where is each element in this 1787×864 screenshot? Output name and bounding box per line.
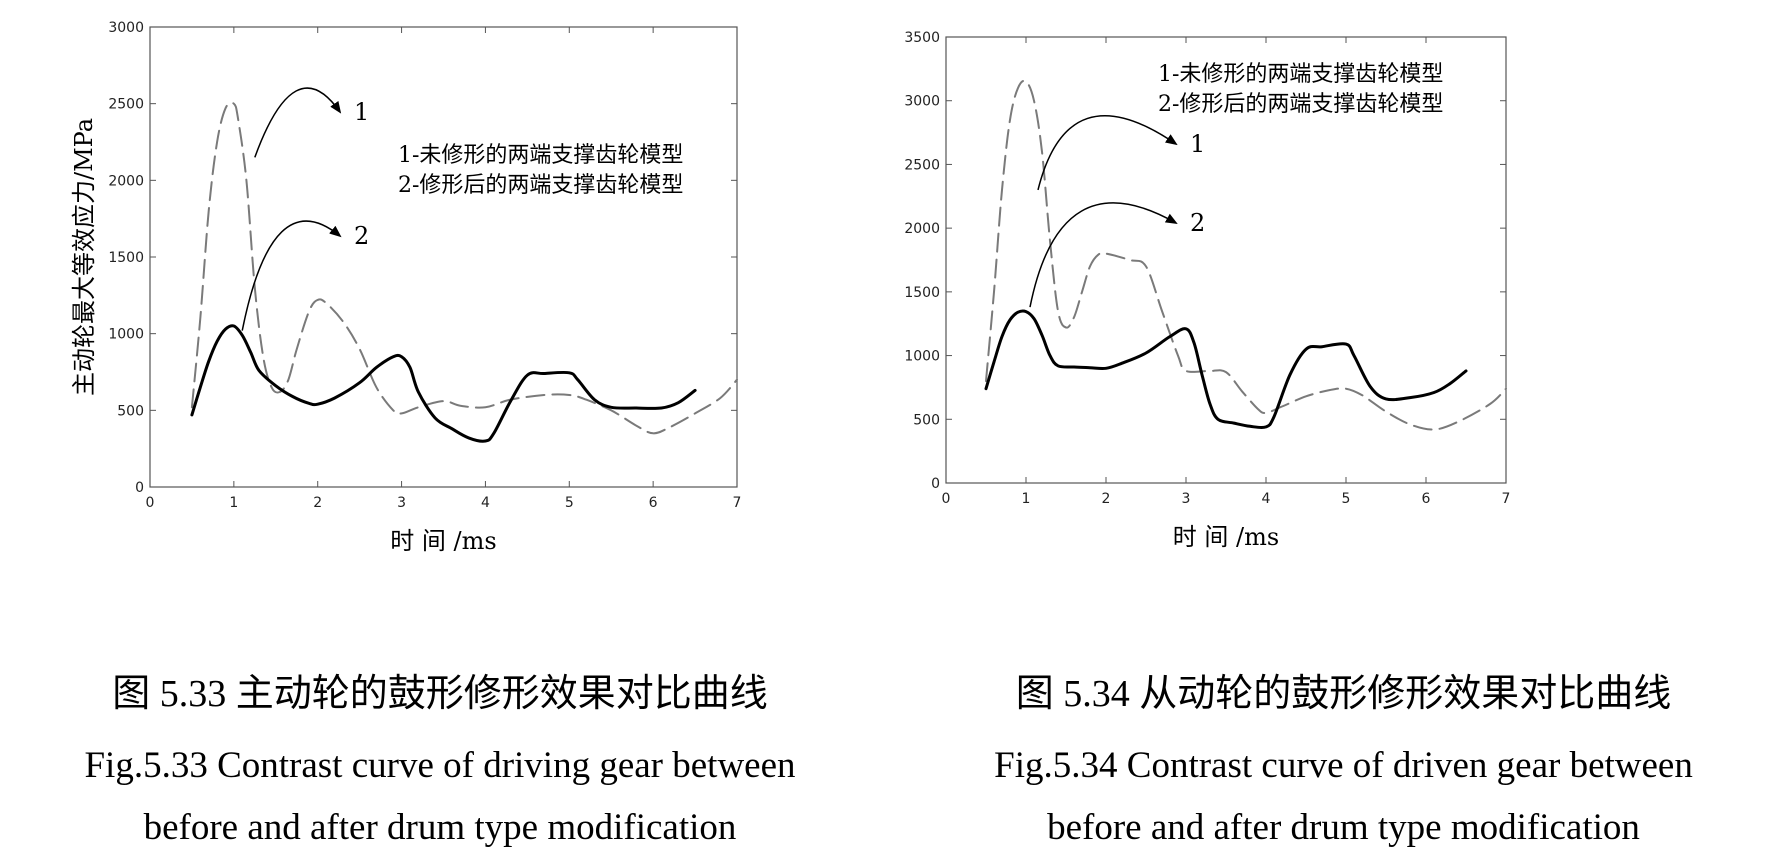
- series-line-2: [984, 309, 1468, 430]
- x-tick-label: 0: [942, 491, 951, 507]
- y-tick-label: 0: [931, 476, 940, 492]
- x-tick-label: 5: [1342, 491, 1351, 507]
- callout-label: 1: [354, 98, 369, 126]
- x-tick-label: 1: [229, 495, 238, 511]
- plot-frame: [945, 36, 1507, 484]
- y-tick-label: 500: [913, 412, 940, 428]
- x-tick-label: 2: [1102, 491, 1111, 507]
- chart-driving-gear: 0 1 2 3 4 5 6 7 0 500 1000 1500 2000 2500 3000 1-未修形的两端…: [0, 0, 880, 640]
- y-tick-label: 1500: [108, 250, 144, 266]
- callout-arrow: [241, 220, 342, 331]
- y-tick-label: 3000: [904, 94, 940, 110]
- x-tick-label: 6: [1422, 491, 1431, 507]
- callout-label: 2: [1190, 209, 1205, 237]
- chart-legend: 1-未修形的两端支撑齿轮模型 2-修形后的两端支撑齿轮模型: [1158, 62, 1443, 117]
- caption-right-en-line1: Fig.5.34 Contrast curve of driven gear b…: [994, 745, 1693, 786]
- caption-left-en-line2: before and after drum type modification: [143, 807, 737, 848]
- chart-driven-gear-svg: 0 1 2 3 4 5 6 7 0 500 1000 1500 2000 2500 3000 3500 1-未修…: [904, 30, 1511, 551]
- caption-right-cn: 图 5.34 从动轮的鼓形修形效果对比曲线: [1015, 673, 1672, 715]
- y-axis-label: 主动轮最大等效应力/MPa: [70, 118, 98, 396]
- y-tick-label: 2500: [904, 157, 940, 173]
- x-tick-label: 7: [733, 495, 742, 511]
- y-tick-label: 1000: [904, 349, 940, 365]
- legend-entry: 2-修形后的两端支撑齿轮模型: [1158, 92, 1443, 117]
- callout-arrow: [1037, 115, 1178, 191]
- y-tick-label: 1500: [904, 285, 940, 301]
- callout-label: 1: [1190, 130, 1205, 158]
- callout-arrow: [254, 87, 342, 158]
- y-tick-label: 2000: [108, 173, 144, 189]
- x-axis-label: 时 间 /ms: [390, 527, 496, 555]
- callout-label: 2: [354, 222, 369, 250]
- plot-frame: [149, 26, 738, 488]
- series-line-2: [190, 324, 697, 443]
- chart-legend: 1-未修形的两端支撑齿轮模型 2-修形后的两端支撑齿轮模型: [398, 143, 683, 198]
- y-tick-label: 1000: [108, 327, 144, 343]
- x-tick-label: 4: [481, 495, 490, 511]
- caption-left-cn: 图 5.33 主动轮的鼓形修形效果对比曲线: [112, 673, 768, 715]
- chart-driving-gear-svg: 0 1 2 3 4 5 6 7 0 500 1000 1500 2000 2500 3000 1-未修形的两端…: [70, 20, 742, 555]
- x-tick-label: 2: [313, 495, 322, 511]
- caption-right-en-line2: before and after drum type modification: [1047, 807, 1640, 848]
- x-axis-label: 时 间 /ms: [1173, 523, 1279, 551]
- x-tick-label: 7: [1502, 491, 1511, 507]
- series-line-1: [190, 101, 738, 435]
- x-tick-label: 0: [146, 495, 155, 511]
- y-tick-label: 500: [117, 403, 144, 419]
- y-tick-label: 3500: [904, 30, 940, 46]
- x-tick-label: 6: [649, 495, 658, 511]
- x-tick-label: 3: [397, 495, 406, 511]
- chart-driven-gear: 0 1 2 3 4 5 6 7 0 500 1000 1500 2000 2500 3000 3500 1-未修…: [900, 0, 1787, 640]
- x-tick-label: 1: [1022, 491, 1031, 507]
- y-tick-label: 0: [135, 480, 144, 496]
- y-tick-label: 2000: [904, 221, 940, 237]
- x-tick-label: 5: [565, 495, 574, 511]
- y-tick-label: 3000: [108, 20, 144, 36]
- caption-left-en-line1: Fig.5.33 Contrast curve of driving gear …: [84, 745, 796, 786]
- y-tick-label: 2500: [108, 97, 144, 113]
- legend-entry: 2-修形后的两端支撑齿轮模型: [398, 173, 683, 198]
- series-line-1: [985, 79, 1507, 431]
- x-tick-label: 3: [1182, 491, 1191, 507]
- legend-entry: 1-未修形的两端支撑齿轮模型: [398, 143, 683, 168]
- x-tick-label: 4: [1262, 491, 1271, 507]
- callout-arrow: [1029, 202, 1178, 308]
- legend-entry: 1-未修形的两端支撑齿轮模型: [1158, 62, 1443, 87]
